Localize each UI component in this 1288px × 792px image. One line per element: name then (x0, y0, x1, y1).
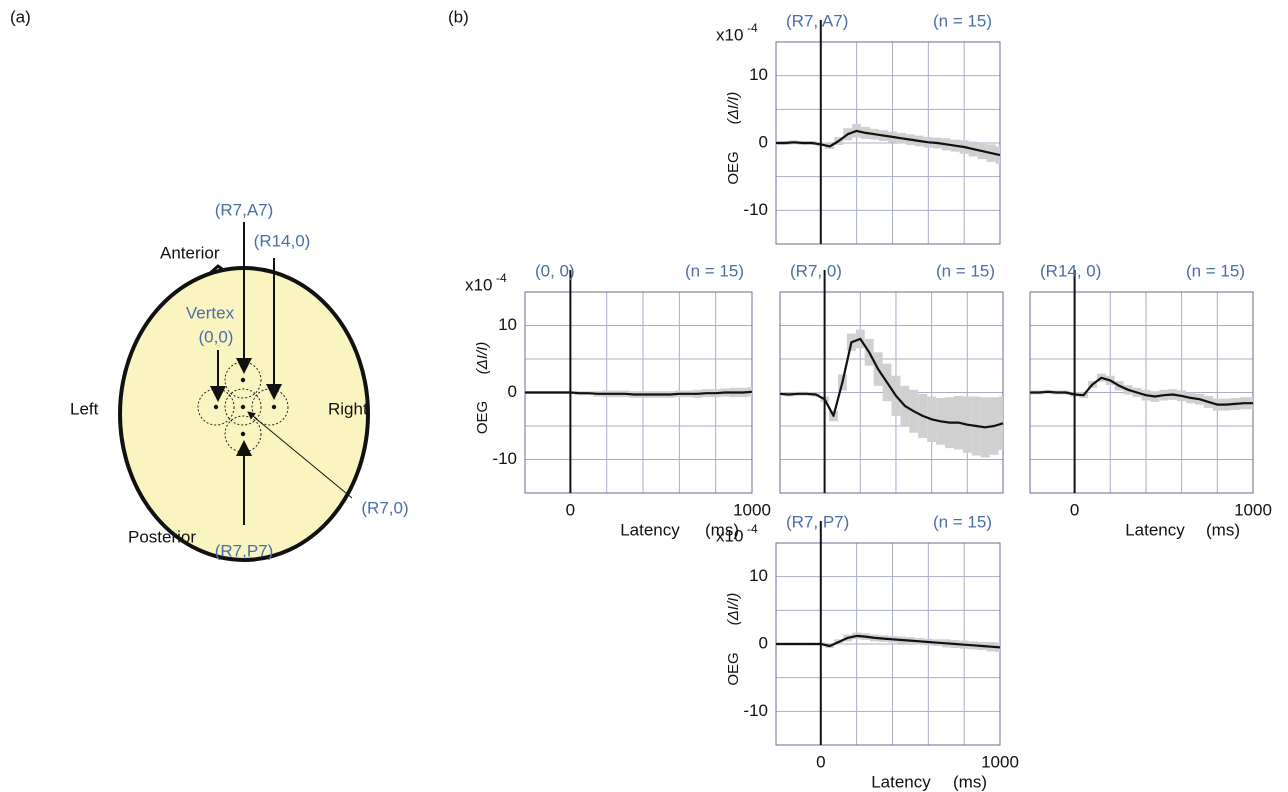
x-tick-label: 1000 (981, 752, 1019, 771)
chart-title: (R7, 0) (790, 261, 842, 280)
chart-title: (R7, P7) (786, 512, 849, 531)
chart: (R7, 0) (n = 15) (779, 261, 1004, 494)
x-tick-label: 1000 (1234, 500, 1272, 519)
chart-title: (0, 0) (535, 261, 575, 280)
mean-line (779, 337, 1004, 429)
label: Right (328, 399, 368, 418)
y-label-unit: (ΔI/I) (725, 593, 742, 626)
head-diagram: Anterior Posterior Left Right Vertex (0,… (70, 200, 409, 562)
panel-label: (a) (10, 7, 31, 26)
x-label: Latency (871, 772, 931, 791)
electrode (224, 388, 262, 426)
x-label-unit: (ms) (953, 772, 987, 791)
y-tick-label: 0 (759, 132, 768, 151)
y-tick-label: -10 (743, 200, 768, 219)
y-label: OEG (725, 652, 742, 685)
label: Posterior (128, 527, 196, 546)
y-multiplier-exp: -4 (496, 271, 507, 285)
arrows (210, 222, 353, 525)
panel-label: (b) (448, 7, 469, 26)
chart-subtitle: (n = 15) (933, 512, 992, 531)
x-label-unit: (ms) (705, 520, 739, 539)
label: Vertex (186, 303, 235, 322)
chart: -10 0 10 0 1000 (R7, P7) (n = 15) x10 -4 OEG (ΔI/I… (716, 512, 1019, 791)
y-tick-label: 0 (508, 382, 517, 401)
y-tick-label: 10 (749, 65, 768, 84)
electrode-dots (213, 377, 277, 437)
x-tick-label: 0 (1070, 500, 1079, 519)
y-label-unit: (ΔI/I) (725, 92, 742, 125)
y-multiplier: x10 (465, 275, 492, 294)
x-label: Latency (620, 520, 680, 539)
chart: -10 0 10 (R7, A7) (n = 15) x10 -4 OEG (ΔI/I) (716, 11, 1001, 245)
y-multiplier-exp: -4 (747, 21, 758, 35)
y-tick-label: -10 (492, 449, 517, 468)
chart-subtitle: (n = 15) (685, 261, 744, 280)
y-label: OEG (474, 401, 491, 434)
y-multiplier-exp: -4 (747, 522, 758, 536)
label: (R7,A7) (215, 200, 274, 219)
label: (0,0) (199, 327, 234, 346)
chart-title: (R7, A7) (786, 11, 848, 30)
x-tick-label: 0 (566, 500, 575, 519)
x-label-unit: (ms) (1206, 520, 1240, 539)
mean-line (1030, 376, 1253, 406)
x-tick-label: 0 (816, 752, 825, 771)
mean-line (776, 129, 1001, 157)
chart-subtitle: (n = 15) (1186, 261, 1245, 280)
y-tick-label: 10 (498, 315, 517, 334)
label: (R7,P7) (215, 541, 274, 560)
y-tick-label: 0 (759, 633, 768, 652)
chart-subtitle: (n = 15) (933, 11, 992, 30)
mean-line (776, 634, 1001, 649)
chart-title: (R14, 0) (1040, 261, 1101, 280)
chart-subtitle: (n = 15) (936, 261, 995, 280)
chart: 0 1000 (R14, 0) (n = 15) Latency (ms) (1029, 261, 1272, 539)
label: Left (70, 399, 99, 418)
y-tick-label: -10 (743, 701, 768, 720)
label: Anterior (160, 243, 220, 262)
label: (R7,0) (361, 498, 408, 517)
chart: -10 0 10 0 1000 (0, 0) (n = 15) x10 -4 OEG (ΔI/I) L… (465, 261, 771, 539)
x-tick-label: 1000 (733, 500, 771, 519)
x-label: Latency (1125, 520, 1185, 539)
y-multiplier: x10 (716, 25, 743, 44)
label: (R14,0) (254, 231, 311, 250)
y-multiplier: x10 (716, 526, 743, 545)
y-label: OEG (725, 151, 742, 184)
y-tick-label: 10 (749, 566, 768, 585)
y-label-unit: (ΔI/I) (474, 342, 491, 375)
mean-line (525, 390, 753, 396)
